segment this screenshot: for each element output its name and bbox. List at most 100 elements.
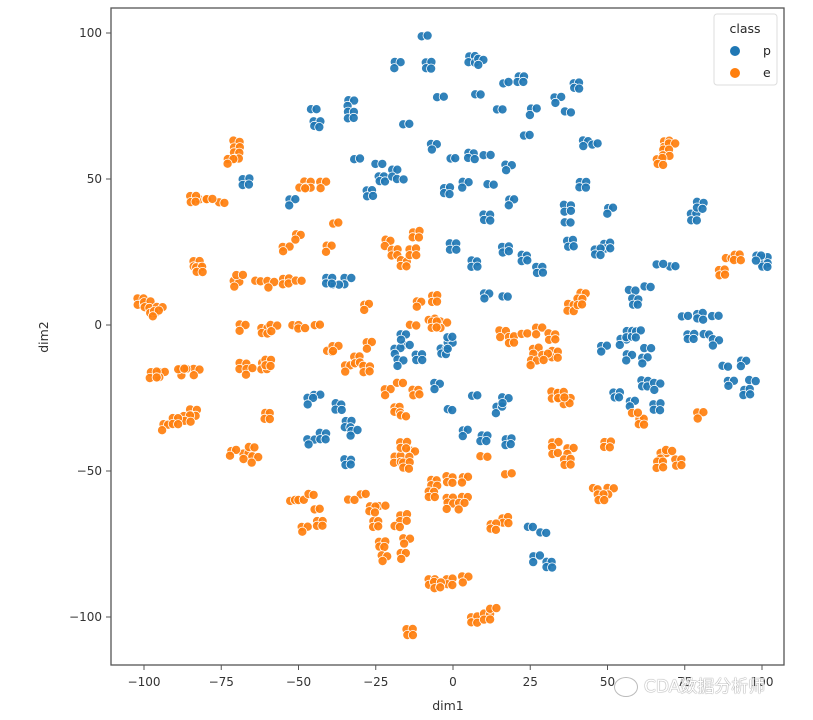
data-point-e bbox=[321, 176, 332, 187]
data-point-p bbox=[745, 389, 756, 400]
data-point-e bbox=[297, 526, 308, 537]
x-tick-label: 0 bbox=[449, 675, 457, 689]
data-point-p bbox=[379, 176, 390, 187]
data-point-p bbox=[632, 299, 643, 310]
data-point-e bbox=[290, 234, 301, 245]
x-tick-label: 75 bbox=[677, 675, 692, 689]
data-point-p bbox=[595, 249, 606, 260]
data-point-p bbox=[345, 459, 356, 470]
data-point-e bbox=[453, 504, 464, 515]
data-point-p bbox=[655, 405, 666, 416]
data-point-e bbox=[431, 322, 442, 333]
data-point-e bbox=[237, 269, 248, 280]
data-point-e bbox=[315, 183, 326, 194]
data-point-p bbox=[422, 30, 433, 41]
legend-label-e: e bbox=[763, 65, 771, 80]
data-point-e bbox=[667, 445, 678, 456]
data-point-e bbox=[326, 240, 337, 251]
data-point-e bbox=[380, 500, 391, 511]
data-point-p bbox=[524, 110, 535, 121]
data-point-e bbox=[565, 459, 576, 470]
data-point-e bbox=[608, 483, 619, 494]
data-point-e bbox=[599, 495, 610, 506]
data-point-p bbox=[450, 153, 461, 164]
data-point-e bbox=[396, 553, 407, 564]
data-point-e bbox=[482, 451, 493, 462]
legend: class p e bbox=[713, 13, 778, 86]
data-point-e bbox=[240, 319, 251, 330]
data-point-e bbox=[157, 425, 168, 436]
data-point-p bbox=[326, 278, 337, 289]
data-point-e bbox=[185, 416, 196, 427]
data-point-e bbox=[491, 603, 502, 614]
data-point-p bbox=[735, 361, 746, 372]
data-point-e bbox=[361, 343, 372, 354]
data-point-e bbox=[568, 442, 579, 453]
data-point-e bbox=[246, 457, 257, 468]
data-point-e bbox=[552, 352, 563, 363]
data-point-e bbox=[399, 538, 410, 549]
data-point-p bbox=[762, 261, 773, 272]
data-point-p bbox=[345, 430, 356, 441]
data-point-p bbox=[565, 205, 576, 216]
data-point-p bbox=[426, 63, 437, 74]
data-point-e bbox=[349, 494, 360, 505]
data-point-p bbox=[646, 343, 657, 354]
data-point-e bbox=[698, 407, 709, 418]
data-point-p bbox=[488, 179, 499, 190]
data-point-p bbox=[527, 522, 538, 533]
data-point-e bbox=[317, 520, 328, 531]
data-point-p bbox=[614, 339, 625, 350]
data-point-e bbox=[401, 515, 412, 526]
data-point-e bbox=[676, 460, 687, 471]
data-point-p bbox=[596, 346, 607, 357]
data-point-p bbox=[346, 272, 357, 283]
data-point-e bbox=[190, 196, 201, 207]
data-point-p bbox=[723, 380, 734, 391]
data-point-p bbox=[404, 339, 415, 350]
data-point-e bbox=[397, 377, 408, 388]
data-point-p bbox=[541, 527, 552, 538]
data-point-e bbox=[407, 630, 418, 641]
data-point-e bbox=[447, 580, 458, 591]
data-point-p bbox=[485, 149, 496, 160]
data-point-e bbox=[364, 366, 375, 377]
data-point-e bbox=[151, 372, 162, 383]
data-point-e bbox=[229, 281, 240, 292]
data-point-e bbox=[441, 503, 452, 514]
data-point-e bbox=[604, 442, 615, 453]
data-point-e bbox=[577, 299, 588, 310]
data-point-p bbox=[655, 378, 666, 389]
data-point-e bbox=[314, 319, 325, 330]
data-point-p bbox=[578, 141, 589, 152]
data-point-p bbox=[320, 434, 331, 445]
data-point-e bbox=[522, 328, 533, 339]
data-point-p bbox=[463, 177, 474, 188]
data-point-e bbox=[506, 468, 517, 479]
data-point-p bbox=[547, 562, 558, 573]
data-point-p bbox=[367, 190, 378, 201]
data-point-e bbox=[442, 317, 453, 328]
data-point-e bbox=[377, 556, 388, 567]
data-point-e bbox=[264, 413, 275, 424]
data-point-e bbox=[537, 322, 548, 333]
data-point-p bbox=[485, 215, 496, 226]
data-point-e bbox=[379, 542, 390, 553]
data-point-p bbox=[524, 129, 535, 140]
data-point-p bbox=[707, 340, 718, 351]
data-point-p bbox=[691, 215, 702, 226]
data-point-e bbox=[485, 614, 496, 625]
data-point-p bbox=[243, 179, 254, 190]
data-point-e bbox=[552, 447, 563, 458]
data-point-p bbox=[503, 77, 514, 88]
data-point-p bbox=[479, 293, 490, 304]
data-point-p bbox=[645, 281, 656, 292]
y-tick-label: −100 bbox=[69, 610, 102, 624]
data-point-p bbox=[417, 354, 428, 365]
data-point-e bbox=[401, 443, 412, 454]
data-point-e bbox=[735, 255, 746, 266]
data-point-e bbox=[224, 450, 235, 461]
data-point-e bbox=[253, 452, 264, 463]
data-point-e bbox=[431, 296, 442, 307]
data-point-e bbox=[333, 217, 344, 228]
